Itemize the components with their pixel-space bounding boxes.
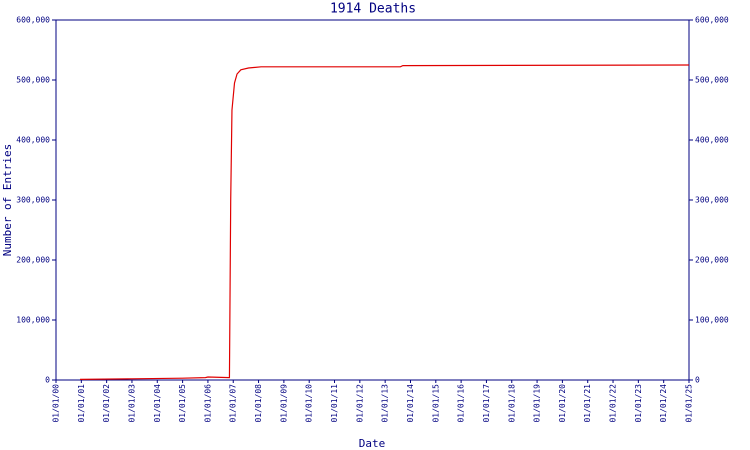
y-tick-label: 500,000 — [16, 76, 50, 85]
x-tick-label: 01/01/19 — [533, 384, 542, 423]
x-tick-label: 01/01/16 — [457, 384, 466, 423]
y2-tick-label: 400,000 — [695, 136, 729, 145]
x-tick-label: 01/01/07 — [229, 384, 238, 423]
x-tick-label: 01/01/05 — [178, 384, 187, 423]
y2-tick-label: 500,000 — [695, 76, 729, 85]
x-tick-label: 01/01/00 — [52, 384, 61, 423]
x-tick-label: 01/01/20 — [558, 384, 567, 423]
x-tick-label: 01/01/23 — [634, 384, 643, 423]
x-tick-label: 01/01/24 — [659, 384, 668, 423]
y2-tick-label: 200,000 — [695, 256, 729, 265]
x-axis-title: Date — [359, 437, 386, 450]
x-tick-label: 01/01/08 — [254, 384, 263, 423]
x-tick-label: 01/01/11 — [330, 384, 339, 423]
x-tick-label: 01/01/10 — [305, 384, 314, 423]
x-tick-label: 01/01/02 — [102, 384, 111, 423]
x-tick-label: 01/01/17 — [482, 384, 491, 423]
x-tick-label: 01/01/01 — [77, 384, 86, 423]
x-tick-label: 01/01/06 — [203, 384, 212, 423]
chart-title: 1914 Deaths — [330, 2, 416, 17]
x-tick-label: 01/01/25 — [685, 384, 694, 423]
x-tick-label: 01/01/14 — [406, 384, 415, 423]
y-tick-label: 400,000 — [16, 136, 50, 145]
line-series — [80, 64, 690, 380]
y2-tick-label: 0 — [695, 376, 700, 385]
x-tick-label: 01/01/18 — [507, 384, 516, 423]
y2-tick-label: 300,000 — [695, 196, 729, 205]
x-tick-label: 01/01/12 — [355, 384, 364, 423]
y-tick-label: 300,000 — [16, 196, 50, 205]
x-tick-label: 01/01/04 — [153, 384, 162, 423]
y-tick-label: 600,000 — [16, 16, 50, 25]
y-tick-label: 0 — [45, 376, 50, 385]
y2-tick-label: 600,000 — [695, 16, 729, 25]
x-tick-label: 01/01/09 — [279, 384, 288, 423]
y-axis-title: Number of Entries — [1, 144, 14, 257]
x-tick-label: 01/01/22 — [609, 384, 618, 423]
x-tick-label: 01/01/03 — [127, 384, 136, 423]
y-tick-label: 100,000 — [16, 316, 50, 325]
y2-tick-label: 100,000 — [695, 316, 729, 325]
x-tick-label: 01/01/13 — [381, 384, 390, 423]
x-tick-label: 01/01/15 — [431, 384, 440, 423]
x-tick-label: 01/01/21 — [583, 384, 592, 423]
y-tick-label: 200,000 — [16, 256, 50, 265]
plot-frame — [55, 19, 690, 381]
